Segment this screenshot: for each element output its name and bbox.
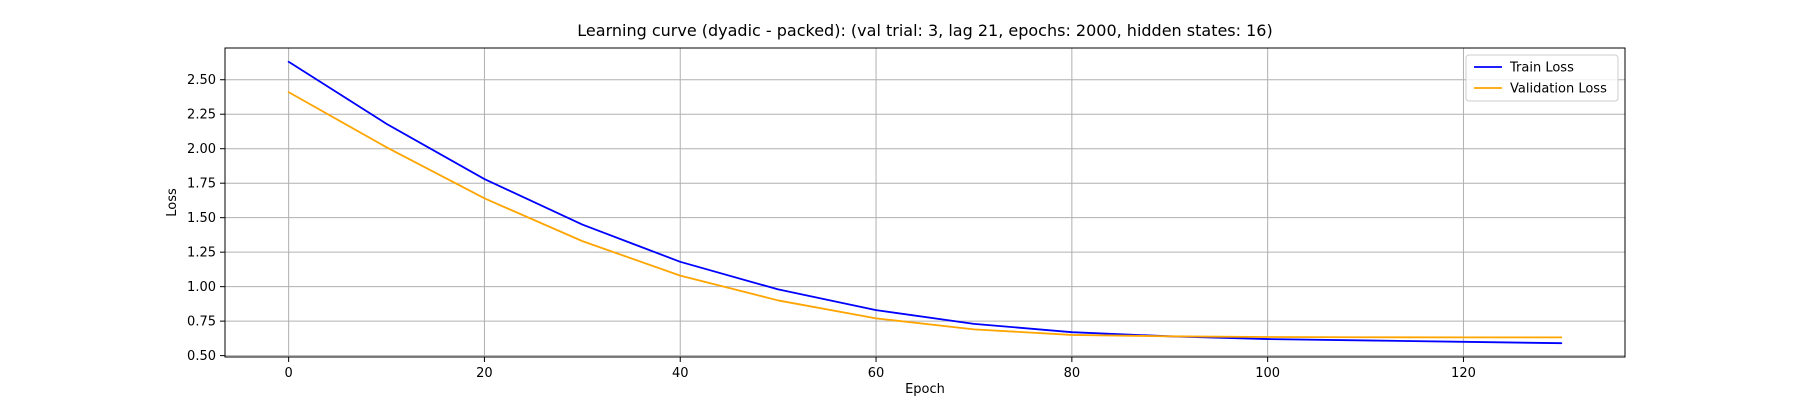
x-tick-label: 80 bbox=[1064, 366, 1081, 381]
y-tick-label: 0.75 bbox=[187, 315, 216, 330]
x-tick-label: 0 bbox=[284, 366, 292, 381]
x-axis-label: Epoch bbox=[905, 382, 945, 397]
grid-lines bbox=[225, 48, 1625, 357]
axis-ticks: 0 20 40 60 80 100 120 0.50 0.75 1.00 1.25 1.50 1.75 2… bbox=[187, 73, 1476, 381]
y-tick-label: 2.50 bbox=[187, 73, 216, 88]
x-tick-label: 100 bbox=[1255, 366, 1280, 381]
train-loss-line bbox=[287, 60, 1563, 345]
legend-label-validation-loss: Validation Loss bbox=[1510, 82, 1607, 97]
x-tick-label: 40 bbox=[672, 366, 689, 381]
y-tick-label: 1.00 bbox=[187, 280, 216, 295]
x-tick-label: 120 bbox=[1451, 366, 1476, 381]
y-tick-label: 0.50 bbox=[187, 349, 216, 364]
chart-legend: Train Loss Validation Loss bbox=[1465, 54, 1619, 102]
y-tick-label: 1.25 bbox=[187, 246, 216, 261]
legend-box bbox=[1465, 54, 1619, 102]
chart-title: Learning curve (dyadic - packed): (val t… bbox=[577, 21, 1272, 40]
plot-area-frame bbox=[224, 47, 1626, 358]
x-tick-label: 20 bbox=[476, 366, 493, 381]
series-lines bbox=[287, 60, 1563, 345]
validation-loss-line bbox=[287, 91, 1563, 339]
y-tick-label: 1.50 bbox=[187, 211, 216, 226]
y-tick-label: 1.75 bbox=[187, 177, 216, 192]
y-axis-label: Loss bbox=[165, 188, 180, 217]
y-tick-label: 2.00 bbox=[187, 142, 216, 157]
x-tick-label: 60 bbox=[868, 366, 885, 381]
y-tick-label: 2.25 bbox=[187, 108, 216, 123]
legend-label-train-loss: Train Loss bbox=[1509, 61, 1574, 76]
